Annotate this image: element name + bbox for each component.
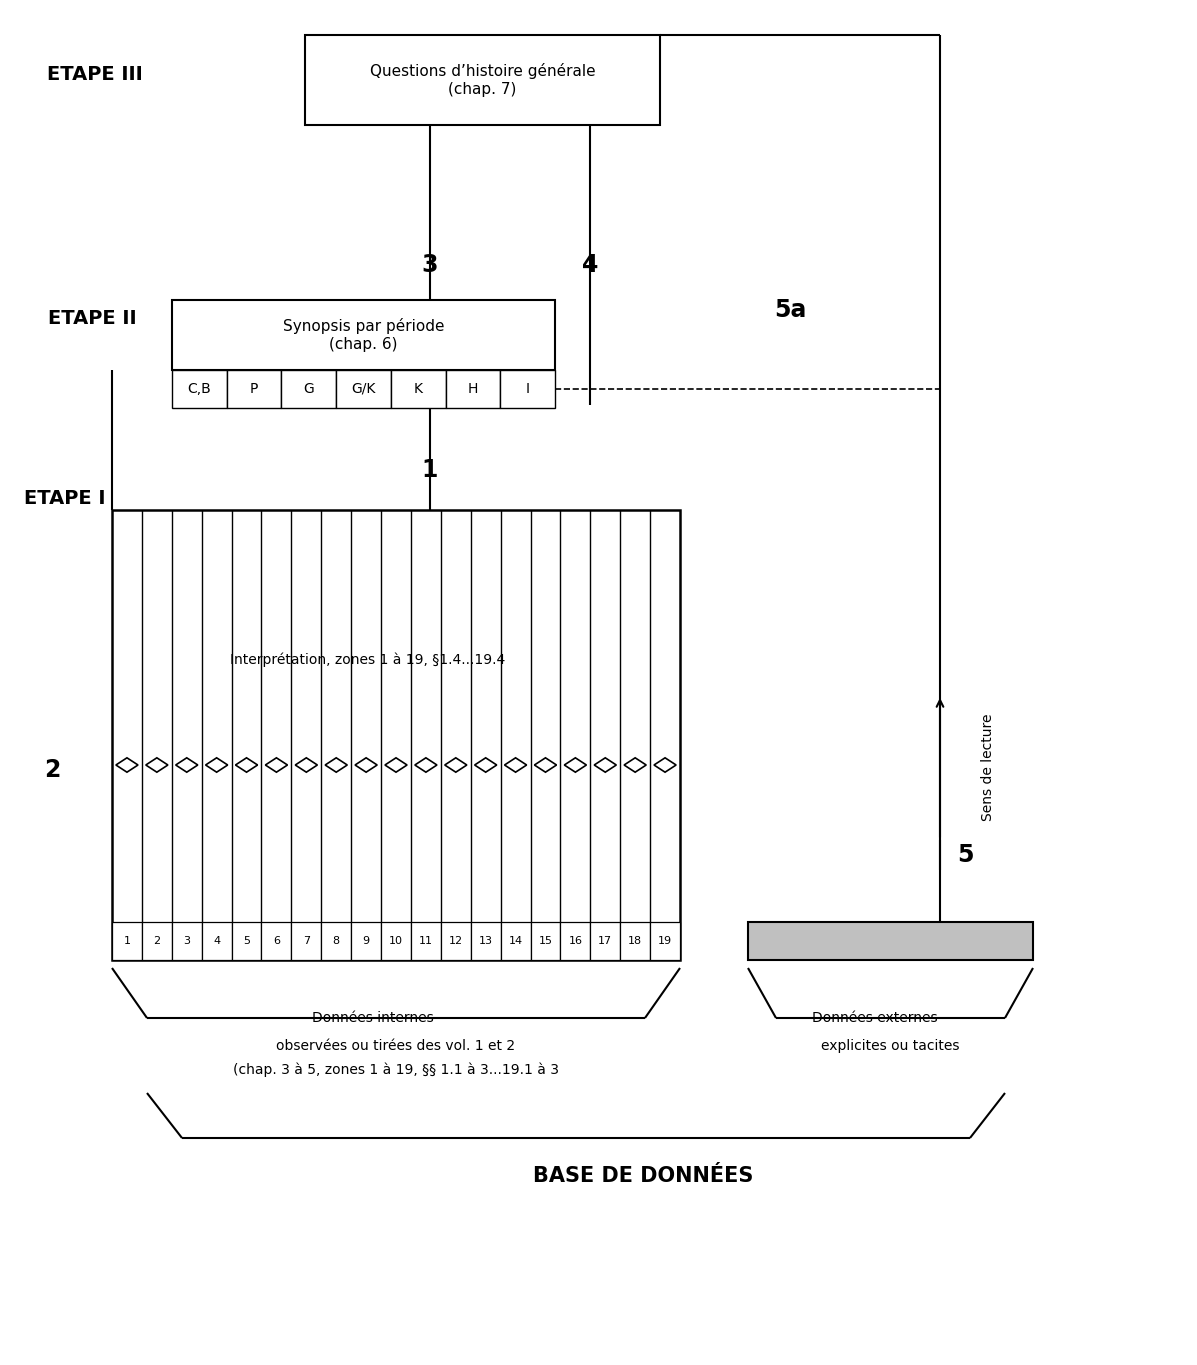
Bar [113, 511, 680, 960]
Text: Questions d’histoire générale
(chap. 7): Questions d’histoire générale (chap. 7) [370, 63, 595, 97]
Text: Données internes ———: Données internes ——— [312, 1011, 480, 1025]
Text: G/K: G/K [351, 382, 376, 396]
Text: 2: 2 [153, 936, 160, 946]
Text: 19: 19 [658, 936, 672, 946]
Text: 7: 7 [303, 936, 310, 946]
Text: 9: 9 [363, 936, 370, 946]
Text: (chap. 3 à 5, zones 1 à 19, §§ 1.1 à 3...19.1 à 3: (chap. 3 à 5, zones 1 à 19, §§ 1.1 à 3..… [233, 1063, 559, 1077]
Text: 17: 17 [598, 936, 613, 946]
Bar [470, 921, 500, 960]
Bar [748, 921, 1033, 960]
Text: G: G [303, 382, 314, 396]
Text: 3: 3 [421, 253, 438, 277]
Text: ETAPE I: ETAPE I [24, 489, 105, 508]
Text: ETAPE II: ETAPE II [48, 308, 136, 328]
Text: ETAPE III: ETAPE III [47, 66, 142, 85]
Bar [261, 921, 291, 960]
Bar [500, 921, 530, 960]
Bar [226, 370, 281, 408]
Text: 18: 18 [628, 936, 643, 946]
Bar [172, 300, 555, 370]
Text: 5a: 5a [773, 298, 807, 322]
Bar [142, 921, 172, 960]
Bar [336, 370, 391, 408]
Bar [411, 921, 440, 960]
Text: H: H [468, 382, 478, 396]
Bar [172, 370, 226, 408]
Text: 13: 13 [479, 936, 493, 946]
Text: 1: 1 [123, 936, 130, 946]
Bar [281, 370, 336, 408]
Bar [321, 921, 351, 960]
Bar [201, 921, 231, 960]
Text: Données externes ——: Données externes —— [812, 1011, 970, 1025]
Text: explicites ou tacites: explicites ou tacites [821, 1039, 960, 1052]
Text: 1: 1 [421, 459, 438, 482]
Bar [381, 921, 411, 960]
Bar [620, 921, 650, 960]
Text: C,B: C,B [188, 382, 211, 396]
Bar [113, 921, 142, 960]
Bar [445, 370, 500, 408]
Text: I: I [525, 382, 529, 396]
Text: 15: 15 [539, 936, 553, 946]
Text: Interprétation, zones 1 à 19, §1.4...19.4: Interprétation, zones 1 à 19, §1.4...19.… [230, 652, 505, 667]
Bar [590, 921, 620, 960]
Text: 4: 4 [582, 253, 598, 277]
Text: 14: 14 [509, 936, 523, 946]
Text: 8: 8 [333, 936, 340, 946]
Text: 5: 5 [956, 844, 973, 867]
Text: 5: 5 [243, 936, 250, 946]
Text: 3: 3 [183, 936, 190, 946]
Text: 2: 2 [44, 758, 60, 782]
Text: BASE DE DONNÉES: BASE DE DONNÉES [533, 1166, 753, 1186]
Text: K: K [414, 382, 423, 396]
Text: 10: 10 [389, 936, 403, 946]
Bar [391, 370, 445, 408]
Text: 11: 11 [419, 936, 433, 946]
Bar [351, 921, 381, 960]
Bar [305, 35, 660, 126]
Bar [291, 921, 321, 960]
Bar [530, 921, 560, 960]
Text: observées ou tirées des vol. 1 et 2: observées ou tirées des vol. 1 et 2 [277, 1039, 516, 1052]
Text: P: P [250, 382, 259, 396]
Bar [650, 921, 680, 960]
Text: Synopsis par période
(chap. 6): Synopsis par période (chap. 6) [282, 318, 444, 352]
Text: 4: 4 [213, 936, 220, 946]
Bar [560, 921, 590, 960]
Bar [231, 921, 261, 960]
Bar [172, 921, 201, 960]
Text: 16: 16 [569, 936, 583, 946]
Text: 6: 6 [273, 936, 280, 946]
Bar [500, 370, 555, 408]
Bar [440, 921, 470, 960]
Text: 12: 12 [449, 936, 463, 946]
Text: Sens de lecture: Sens de lecture [982, 714, 995, 822]
